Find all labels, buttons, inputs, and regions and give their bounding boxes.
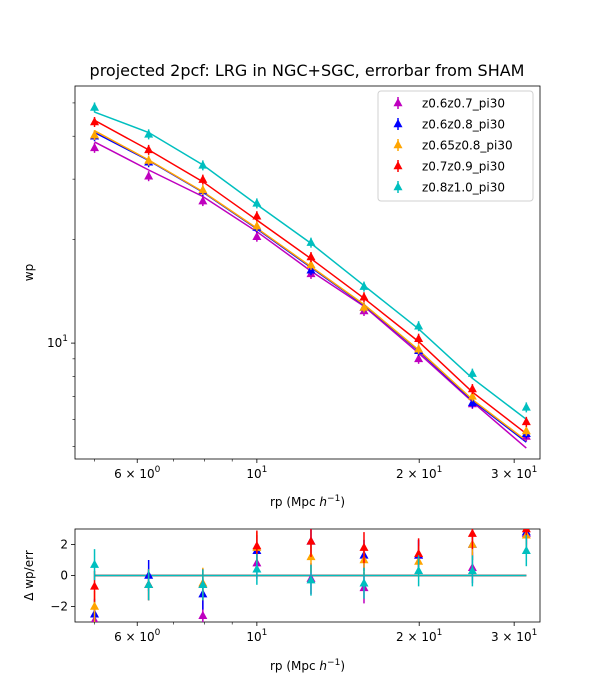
data-point-z0.8z1.0_pi30	[144, 129, 154, 138]
residual-point-z0.7z0.9_pi30	[90, 581, 100, 590]
legend-label: z0.6z0.7_pi30	[422, 97, 505, 111]
legend: z0.6z0.7_pi30 z0.6z0.8_pi30 z0.65z0.8_pi30…	[377, 90, 534, 202]
residual-point-z0.8z1.0_pi30	[144, 579, 154, 589]
x-tick-label: 3 × 101	[491, 628, 537, 644]
y-axis-label: wp	[22, 264, 36, 281]
residual-point-z0.8z1.0_pi30	[521, 545, 531, 554]
data-point-z0.8z1.0_pi30	[306, 237, 316, 246]
data-point-z0.65z0.8_pi30	[306, 259, 316, 269]
legend-box	[377, 90, 534, 202]
data-point-z0.65z0.8_pi30	[521, 425, 531, 435]
data-point-z0.7z0.9_pi30	[359, 292, 369, 301]
residual-point-z0.7z0.9_pi30	[521, 529, 531, 533]
residual-point-z0.8z1.0_pi30	[252, 564, 262, 573]
residual-point-z0.6z0.7_pi30	[198, 610, 208, 620]
data-point-z0.7z0.9_pi30	[306, 252, 316, 261]
residual-point-z0.7z0.9_pi30	[306, 536, 316, 545]
data-point-z0.6z0.7_pi30	[90, 142, 100, 152]
data-point-z0.65z0.8_pi30	[198, 184, 208, 194]
data-point-z0.8z1.0_pi30	[252, 198, 262, 207]
data-point-z0.7z0.9_pi30	[198, 174, 208, 183]
legend-marker	[393, 161, 403, 170]
legend-label: z0.65z0.8_pi30	[422, 139, 513, 153]
residual-point-z0.8z1.0_pi30	[306, 575, 316, 584]
data-point-z0.8z1.0_pi30	[90, 102, 100, 111]
x-tick-label: 6 × 100	[114, 628, 161, 644]
residual-point-z0.65z0.8_pi30	[90, 601, 100, 610]
residual-data	[90, 529, 531, 622]
residual-point-z0.7z0.9_pi30	[414, 548, 424, 558]
residual-point-z0.8z1.0_pi30	[414, 565, 424, 575]
data-point-z0.6z0.7_pi30	[198, 196, 208, 205]
data-point-z0.65z0.8_pi30	[414, 344, 424, 353]
data-point-z0.7z0.9_pi30	[252, 211, 262, 220]
y-tick-label: 0	[60, 569, 68, 583]
legend-label: z0.6z0.8_pi30	[422, 118, 505, 132]
data-point-z0.65z0.8_pi30	[252, 221, 262, 230]
legend-marker	[393, 98, 403, 107]
data-point-z0.65z0.8_pi30	[144, 155, 154, 164]
data-point-z0.6z0.7_pi30	[414, 353, 424, 363]
x-tick-label: 6 × 100	[114, 465, 161, 481]
data-point-z0.7z0.9_pi30	[144, 144, 154, 154]
residual-point-z0.8z1.0_pi30	[359, 578, 369, 587]
x-tick-label: 2 × 101	[396, 628, 442, 644]
residual-point-z0.8z1.0_pi30	[467, 565, 477, 575]
data-point-z0.8z1.0_pi30	[359, 281, 369, 290]
legend-marker	[393, 182, 403, 191]
data-point-z0.65z0.8_pi30	[90, 130, 100, 139]
x-tick-label: 2 × 101	[396, 465, 442, 481]
data-point-z0.7z0.9_pi30	[90, 116, 100, 126]
data-point-z0.8z1.0_pi30	[414, 321, 424, 330]
data-point-z0.8z1.0_pi30	[467, 368, 477, 377]
y-tick-label: −2	[50, 600, 68, 614]
main-axes-frame	[74, 85, 541, 460]
residual-point-z0.7z0.9_pi30	[467, 529, 477, 537]
data-point-z0.6z0.7_pi30	[252, 231, 262, 240]
y-axis-label: Δ wp/err	[22, 550, 36, 601]
residual-point-z0.8z1.0_pi30	[198, 579, 208, 589]
x-axis-label: rp (Mpc h−1)	[270, 494, 345, 509]
legend-label: z0.7z0.9_pi30	[422, 160, 505, 174]
data-point-z0.65z0.8_pi30	[359, 302, 369, 311]
data-point-z0.6z0.8_pi30	[467, 397, 477, 407]
residual-point-z0.8z1.0_pi30	[90, 559, 100, 568]
chart-title: projected 2pcf: LRG in NGC+SGC, errorbar…	[90, 61, 525, 80]
x-axis-label: rp (Mpc h−1)	[270, 658, 345, 673]
data-point-z0.8z1.0_pi30	[198, 160, 208, 169]
residual-point-z0.7z0.9_pi30	[252, 541, 262, 550]
legend-marker	[393, 140, 403, 149]
data-point-z0.65z0.8_pi30	[467, 391, 477, 400]
x-tick-label: 3 × 101	[491, 465, 537, 481]
legend-marker	[393, 119, 403, 128]
data-point-z0.7z0.9_pi30	[467, 384, 477, 393]
data-point-z0.6z0.7_pi30	[144, 171, 154, 180]
data-point-z0.8z1.0_pi30	[521, 402, 531, 411]
legend-label: z0.8z1.0_pi30	[422, 181, 505, 195]
data-point-z0.7z0.9_pi30	[414, 333, 424, 342]
y-tick-label: 2	[60, 538, 68, 552]
data-point-z0.7z0.9_pi30	[521, 416, 531, 426]
residual-point-z0.7z0.9_pi30	[359, 542, 369, 551]
